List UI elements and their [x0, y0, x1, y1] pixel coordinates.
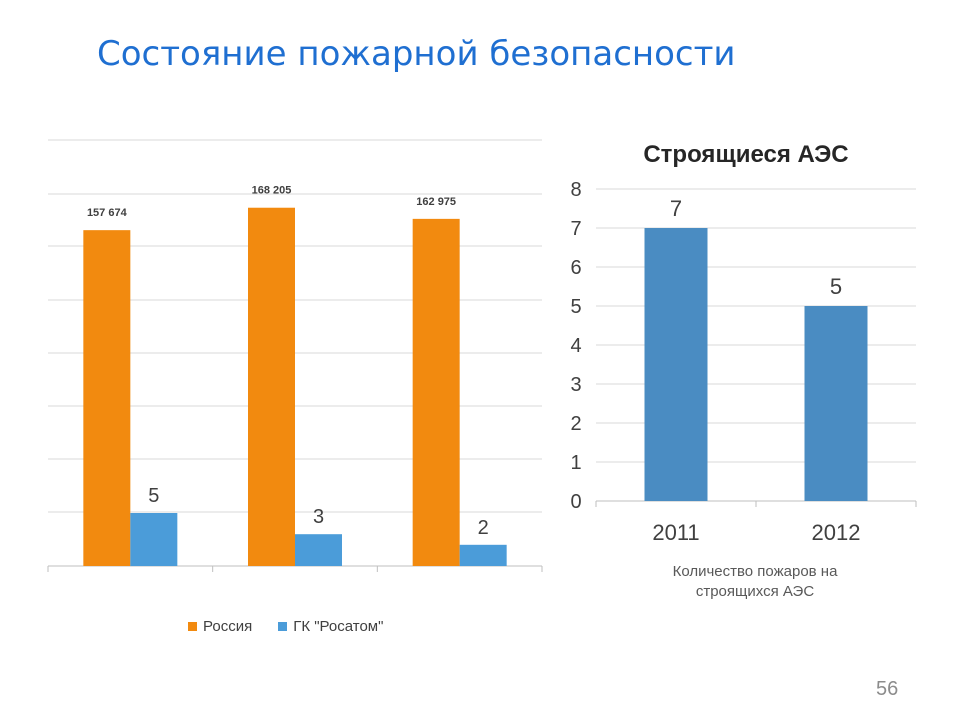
- legend-label-rosatom: ГК "Росатом": [293, 618, 384, 635]
- legend-item-russia: Россия: [188, 618, 252, 635]
- fire-count-comparison-chart: 157 67452010168 20532011162 97522012: [47, 139, 543, 572]
- y-tick-label-5: 5: [570, 296, 581, 318]
- bar-russia-2012: [412, 218, 460, 566]
- data-label-rosatom-2010: 5: [148, 485, 159, 507]
- y-tick-label-1: 1: [570, 452, 581, 474]
- bar-rosatom-2011: [295, 534, 342, 566]
- slide-title: Состояние пожарной безопасности: [97, 34, 736, 74]
- y-tick-label-7: 7: [570, 218, 581, 240]
- chart-caption: Количество пожаров на строящихся АЭС: [672, 563, 838, 600]
- chart-title: Строящиеся АЭС: [643, 141, 848, 168]
- bar-rosatom-2010: [130, 513, 178, 566]
- data-label-russia-2010: 157 674: [87, 207, 128, 219]
- y-tick-label-8: 8: [570, 179, 581, 201]
- page-number: 56: [876, 678, 899, 700]
- legend-swatch-russia: [188, 622, 197, 631]
- bar-russia-2011: [248, 207, 295, 566]
- data-label-russia-2012: 162 975: [416, 196, 456, 208]
- bar-rosatom-2012: [459, 544, 507, 566]
- y-tick-label-6: 6: [570, 257, 581, 279]
- data-label-rosatom-2011: 3: [313, 506, 324, 528]
- data-label-2011: 7: [670, 196, 682, 221]
- x-tick-label-2011: 2011: [652, 520, 699, 540]
- y-tick-label-2: 2: [570, 413, 581, 435]
- data-label-rosatom-2012: 2: [478, 517, 489, 539]
- x-tick-label-2012: 2012: [812, 520, 861, 540]
- y-tick-label-3: 3: [570, 374, 581, 396]
- y-tick-label-0: 0: [570, 491, 581, 513]
- bar-russia-2010: [83, 230, 131, 566]
- legend-item-rosatom: ГК "Росатом": [278, 618, 383, 635]
- data-label-2012: 5: [830, 274, 842, 299]
- legend-swatch-rosatom: [278, 622, 288, 631]
- data-label-russia-2011: 168 205: [252, 185, 292, 197]
- bar-2012: [804, 306, 868, 501]
- construction-npp-fires-chart: Строящиеся АЭС 0 1 2 3 4 5 6 7 8 7 2011 5 2012: [570, 141, 917, 540]
- bar-2011: [644, 228, 708, 501]
- legend-label-russia: Россия: [203, 618, 253, 635]
- y-tick-label-4: 4: [570, 335, 581, 357]
- chart-legend: Россия ГК "Росатом": [188, 618, 383, 635]
